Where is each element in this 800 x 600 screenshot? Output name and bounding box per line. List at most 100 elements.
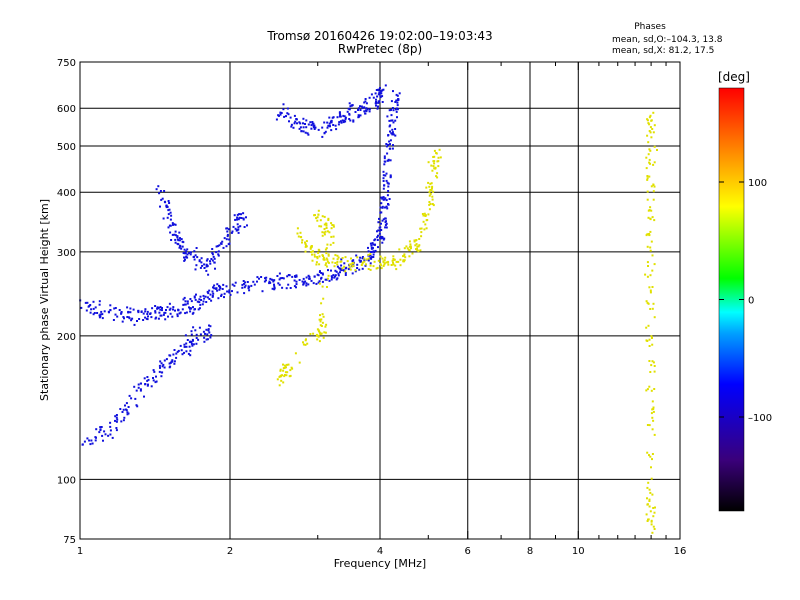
data-point <box>167 213 170 216</box>
data-point <box>336 265 339 268</box>
data-point <box>169 307 172 310</box>
data-point <box>334 254 337 257</box>
data-point <box>139 388 142 391</box>
data-point <box>154 317 157 320</box>
data-point <box>435 175 438 178</box>
data-point <box>293 114 296 117</box>
data-point <box>183 351 185 354</box>
y-tick-label: 75 <box>63 535 76 546</box>
data-point <box>171 359 174 362</box>
data-point <box>382 88 385 91</box>
data-point <box>375 267 378 270</box>
data-point <box>428 201 431 203</box>
data-point <box>646 198 649 201</box>
data-point <box>646 175 649 177</box>
data-point <box>170 360 173 363</box>
data-point <box>323 223 326 226</box>
data-point <box>109 304 112 307</box>
data-point <box>395 110 398 113</box>
data-point <box>285 374 288 377</box>
data-point <box>650 209 653 212</box>
data-point <box>649 131 652 134</box>
data-point <box>328 122 331 125</box>
data-point <box>651 360 654 363</box>
data-point <box>243 282 245 285</box>
data-point <box>175 352 178 355</box>
data-point <box>312 332 315 335</box>
data-point <box>221 240 224 243</box>
data-point <box>646 424 649 426</box>
data-point <box>243 292 246 295</box>
data-point <box>383 163 386 166</box>
data-point <box>310 245 313 247</box>
data-point <box>316 256 319 258</box>
data-point <box>376 266 379 269</box>
data-point <box>242 218 245 221</box>
data-point <box>321 273 324 276</box>
data-point <box>94 306 97 309</box>
data-point <box>290 123 293 126</box>
data-point <box>390 114 393 117</box>
data-point <box>202 300 205 303</box>
data-point <box>384 226 387 229</box>
data-point <box>226 230 229 233</box>
data-point <box>396 101 399 104</box>
data-point <box>241 286 244 289</box>
data-point <box>174 241 177 244</box>
data-point <box>652 515 655 518</box>
data-point <box>142 319 145 321</box>
data-point <box>372 250 375 253</box>
data-point <box>210 334 213 337</box>
data-point <box>378 217 380 220</box>
data-point <box>352 120 355 123</box>
data-point <box>99 426 102 429</box>
data-point <box>203 263 206 266</box>
data-point <box>386 159 389 162</box>
data-point <box>305 276 308 279</box>
data-point <box>178 231 181 234</box>
data-point <box>392 109 395 112</box>
data-point <box>289 369 292 372</box>
data-point <box>164 318 167 321</box>
data-point <box>205 259 208 262</box>
data-point <box>318 330 320 333</box>
data-point <box>198 298 201 301</box>
data-point <box>376 230 378 233</box>
data-point <box>431 185 434 188</box>
data-point <box>122 408 125 411</box>
data-point <box>236 216 239 219</box>
data-point <box>161 371 164 374</box>
data-point <box>338 121 341 124</box>
data-point <box>203 340 206 343</box>
data-point <box>109 425 112 428</box>
data-point <box>281 277 284 279</box>
data-point <box>428 185 431 188</box>
data-point <box>370 251 373 253</box>
data-point <box>646 118 649 121</box>
data-point <box>271 287 274 290</box>
data-point <box>382 265 385 267</box>
data-point <box>427 161 430 164</box>
data-point <box>396 94 399 97</box>
data-point <box>279 277 282 280</box>
data-point <box>98 431 101 434</box>
data-point <box>248 286 251 289</box>
data-point <box>182 252 185 254</box>
data-point <box>429 182 432 185</box>
data-point <box>428 203 431 206</box>
data-point <box>375 102 378 105</box>
data-point <box>225 245 228 248</box>
data-point <box>392 263 395 266</box>
data-point <box>653 124 656 127</box>
data-point <box>389 159 392 162</box>
data-point <box>379 90 382 93</box>
data-point <box>380 235 383 238</box>
data-point <box>315 282 318 285</box>
data-point <box>426 219 429 221</box>
data-point <box>323 233 326 236</box>
data-point <box>649 114 652 117</box>
data-point <box>417 245 420 248</box>
data-point <box>387 261 389 264</box>
data-point <box>147 378 150 381</box>
data-point <box>150 385 153 388</box>
